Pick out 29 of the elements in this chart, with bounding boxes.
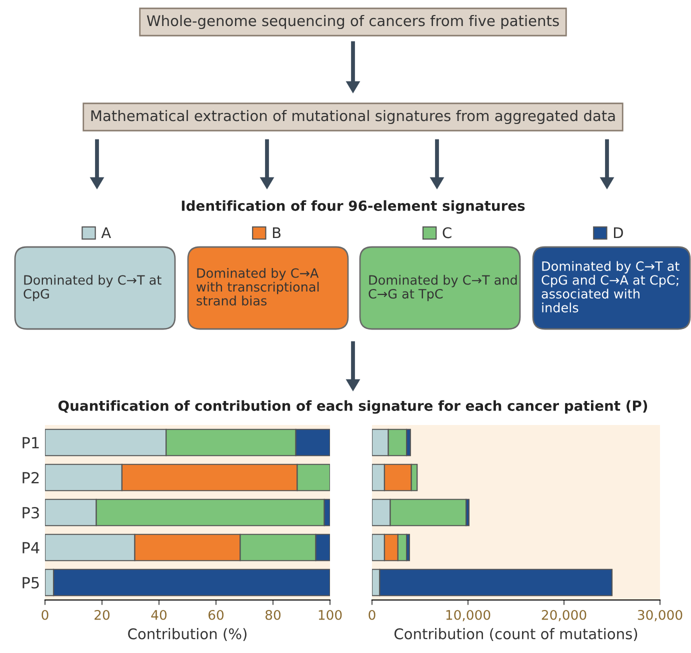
text: Dominated by C→T at CpG: [24, 274, 162, 302]
text: Dominated by C→T and C→G at TpC: [368, 274, 517, 302]
y-tick-label: P4: [22, 542, 40, 554]
text: Dominated by C→A with transcriptional strand bias: [196, 268, 319, 306]
x-tick-label: 0: [42, 610, 48, 620]
text: Identification of four 96-element signatures: [182, 200, 525, 214]
y-tick-label: P1: [22, 437, 39, 448]
x-tick-label: 60: [208, 610, 224, 620]
text: Whole-genome sequencing of cancers from five patients: [146, 14, 559, 30]
y-tick-label: P5: [22, 577, 39, 589]
legend-label: A: [101, 227, 112, 238]
x-tick-label: 100: [318, 610, 342, 620]
x-tick-label: 10,000: [446, 610, 490, 622]
x-tick-label: 40: [151, 610, 167, 620]
x-axis-title: Contribution (%): [128, 628, 246, 642]
y-tick-label: P3: [22, 506, 39, 519]
x-tick-label: 80: [266, 610, 281, 620]
legend-label: B: [272, 227, 281, 238]
x-tick-label: 0: [368, 610, 376, 620]
text: Quantification of contribution of each signature for each cancer patient (P): [58, 400, 648, 414]
legend-label: C: [442, 227, 452, 238]
text: Mathematical extraction of mutational signatures from aggregated data: [91, 110, 615, 124]
x-tick-label: 20: [94, 610, 110, 620]
text: Dominated by C→T at CpG and C→A at CpC; associated with indels: [542, 261, 680, 312]
x-axis-title: Contribution (count of mutations): [394, 628, 638, 642]
legend-label: D: [614, 227, 623, 238]
x-tick-label: 30,000: [638, 610, 682, 622]
x-tick-label: 20,000: [542, 610, 586, 622]
y-tick-label: P2: [22, 472, 39, 484]
